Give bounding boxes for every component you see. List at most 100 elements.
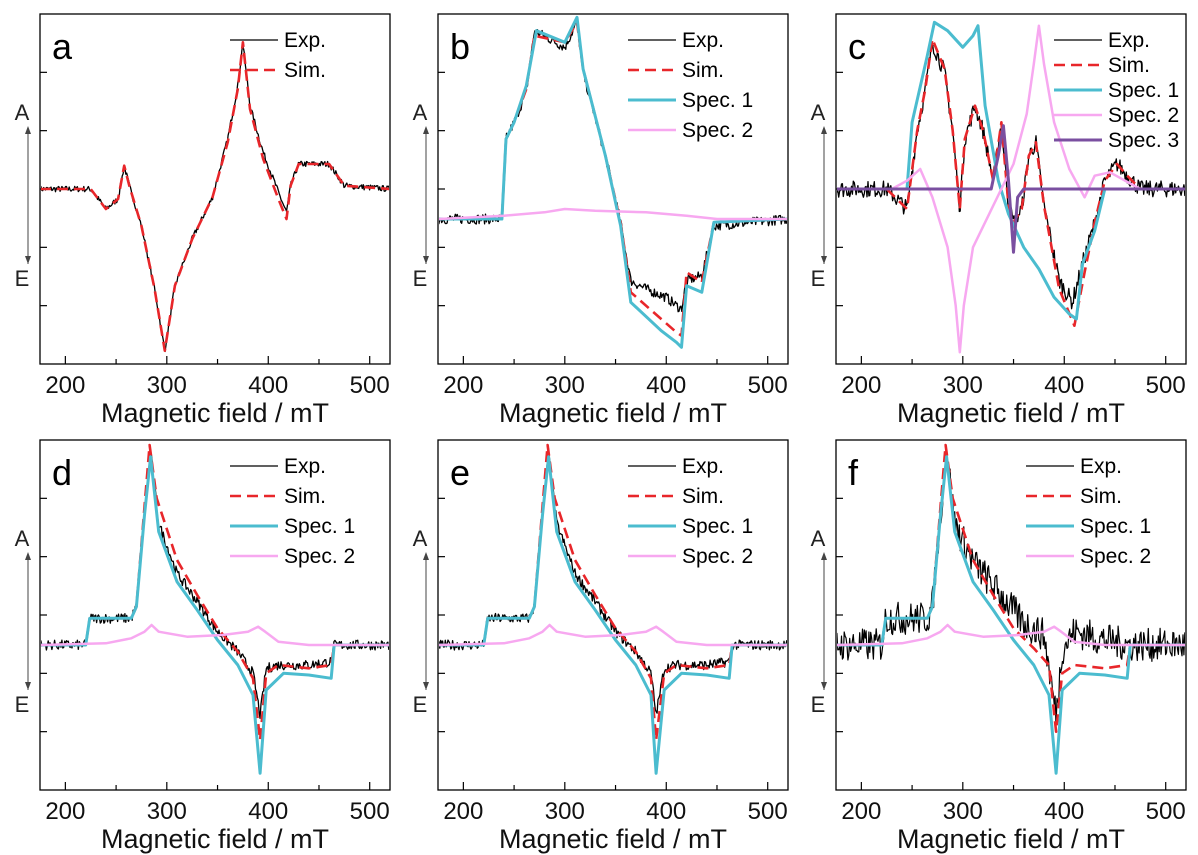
x-tick-label: 400: [248, 798, 288, 825]
ae-arrow-up: [25, 552, 31, 560]
absorption-label: A: [15, 100, 30, 125]
series-exp: [41, 454, 389, 719]
series-exp: [439, 21, 787, 313]
absorption-label: A: [413, 100, 428, 125]
legend-label: Exp.: [284, 29, 326, 52]
x-tick-label: 400: [1044, 372, 1084, 399]
x-tick-label: 200: [45, 798, 85, 825]
emission-label: E: [413, 266, 428, 291]
series-spec-2: [439, 207, 787, 221]
panel-label: b: [450, 26, 470, 67]
ae-arrow-up: [821, 126, 827, 134]
legend-label: Spec. 1: [682, 89, 753, 112]
legend-label: Spec. 2: [284, 545, 355, 568]
legend-label: Spec. 3: [1108, 129, 1179, 152]
absorption-label: A: [811, 526, 826, 551]
x-axis-title: Magnetic field / mT: [897, 824, 1125, 854]
panel-label: c: [848, 26, 866, 67]
x-tick-label: 200: [443, 798, 483, 825]
series-spec-2: [837, 623, 1185, 647]
emission-label: E: [811, 266, 826, 291]
legend-label: Spec. 1: [682, 515, 753, 538]
legend-label: Sim.: [1108, 54, 1150, 77]
series-exp: [439, 447, 787, 714]
ae-arrow-up: [821, 552, 827, 560]
emission-label: E: [15, 692, 30, 717]
series-sim: [439, 21, 787, 337]
legend-label: Spec. 2: [1108, 104, 1179, 127]
legend-label: Exp.: [682, 29, 724, 52]
series-exp: [41, 44, 389, 353]
legend-label: Spec. 2: [1080, 545, 1151, 568]
series-spec-1: [439, 455, 787, 775]
x-tick-label: 200: [45, 372, 85, 399]
ae-arrow-down: [821, 256, 827, 264]
x-tick-label: 300: [545, 372, 585, 399]
x-tick-label: 500: [350, 798, 390, 825]
series-spec-1: [41, 455, 389, 775]
panel-b: 200 300 400 500 Magnetic field / mT A Eb Exp. Si…: [413, 13, 789, 428]
legend-label: Exp.: [1108, 29, 1150, 52]
x-tick-label: 500: [350, 372, 390, 399]
x-tick-label: 400: [646, 798, 686, 825]
legend-label: Spec. 1: [1080, 515, 1151, 538]
x-tick-label: 500: [1146, 798, 1186, 825]
legend-label: Spec. 1: [1108, 79, 1179, 102]
series-sim: [837, 37, 1185, 327]
x-tick-label: 400: [248, 372, 288, 399]
series-spec-2: [837, 24, 1185, 354]
x-tick-label: 200: [841, 798, 881, 825]
x-axis-title: Magnetic field / mT: [101, 824, 329, 854]
x-tick-label: 300: [147, 798, 187, 825]
plot-frame: [437, 439, 789, 791]
panel-f: 200 300 400 500 Magnetic field / mT A Ef Exp. Si…: [811, 439, 1187, 854]
series-group: [439, 15, 787, 349]
x-tick-label: 500: [1146, 372, 1186, 399]
ae-arrow-up: [423, 552, 429, 560]
series-group: [837, 20, 1185, 354]
panel-c: 200 300 400 500 Magnetic field / mT A Ec Exp.Si…: [811, 13, 1187, 428]
x-axis-title: Magnetic field / mT: [499, 398, 727, 428]
x-axis-title: Magnetic field / mT: [101, 398, 329, 428]
panel-label: a: [52, 26, 73, 67]
x-tick-label: 400: [1044, 798, 1084, 825]
emission-label: E: [15, 266, 30, 291]
legend-label: Sim.: [682, 59, 724, 82]
x-tick-label: 200: [841, 372, 881, 399]
ae-arrow-down: [423, 256, 429, 264]
emission-label: E: [413, 692, 428, 717]
series-sim: [439, 443, 787, 742]
legend-label: Spec. 2: [682, 119, 753, 142]
ae-arrow-down: [25, 682, 31, 690]
panel-a: 200 300 400 500 Magnetic field / mT A Ea Exp. Si…: [15, 13, 391, 428]
series-spec-1: [837, 20, 1185, 321]
panel-d: 200 300 400 500 Magnetic field / mT A Ed Exp. Si…: [15, 439, 391, 854]
series-group: [837, 443, 1185, 775]
legend-label: Sim.: [284, 59, 326, 82]
legend-label: Exp.: [284, 455, 326, 478]
absorption-label: A: [811, 100, 826, 125]
legend-label: Sim.: [682, 485, 724, 508]
panel-label: f: [848, 452, 859, 493]
series-spec-2: [41, 623, 389, 647]
x-axis-title: Magnetic field / mT: [499, 824, 727, 854]
x-axis-title: Magnetic field / mT: [897, 398, 1125, 428]
x-tick-label: 300: [147, 372, 187, 399]
x-tick-label: 300: [943, 372, 983, 399]
x-tick-label: 500: [748, 372, 788, 399]
series-spec-3: [837, 124, 1185, 254]
x-tick-label: 200: [443, 372, 483, 399]
ae-arrow-down: [821, 682, 827, 690]
legend-label: Spec. 1: [284, 515, 355, 538]
legend-label: Sim.: [284, 485, 326, 508]
series-group: [439, 443, 787, 775]
x-tick-label: 500: [748, 798, 788, 825]
x-tick-label: 300: [943, 798, 983, 825]
series-exp: [837, 457, 1185, 727]
absorption-label: A: [15, 526, 30, 551]
ae-arrow-up: [423, 126, 429, 134]
emission-label: E: [811, 692, 826, 717]
series-spec-1: [439, 15, 787, 349]
ae-arrow-up: [25, 126, 31, 134]
